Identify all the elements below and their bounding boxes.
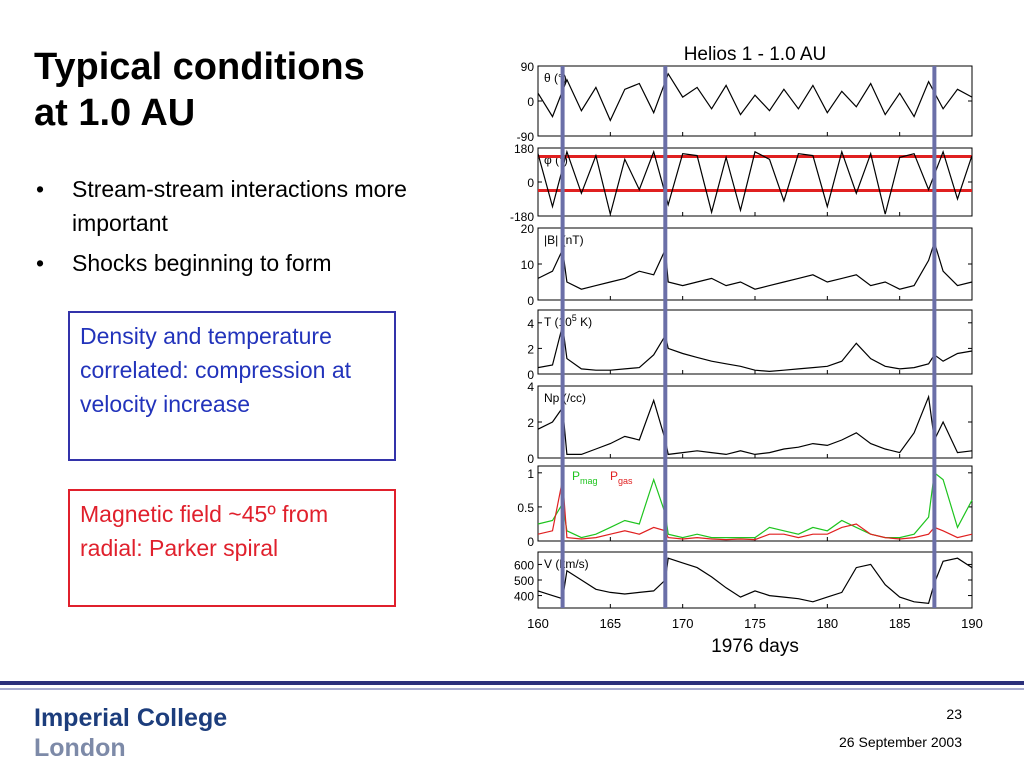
series-line-data bbox=[537, 72, 973, 122]
panel-frame bbox=[537, 385, 973, 459]
y-tick-label: 10 bbox=[521, 258, 535, 272]
series-line-pgas bbox=[537, 479, 973, 541]
y-tick-label: 0 bbox=[527, 452, 534, 466]
y-tick-label: 2 bbox=[527, 416, 534, 430]
y-tick-label: 600 bbox=[514, 558, 534, 572]
panel-label: T (105 K) bbox=[544, 313, 592, 329]
slide-title: Typical conditions at 1.0 AU bbox=[34, 44, 454, 136]
legend-entry: Pmag bbox=[572, 469, 598, 486]
footer-bar bbox=[0, 681, 1024, 685]
y-tick-label: 4 bbox=[527, 380, 534, 394]
panel-label: Np (/cc) bbox=[544, 391, 586, 405]
y-tick-label: 2 bbox=[527, 342, 534, 356]
y-tick-label: 400 bbox=[514, 590, 534, 604]
imperial-college-logo: Imperial College London bbox=[34, 703, 227, 763]
series-line-data bbox=[537, 394, 973, 456]
y-tick-label: 0.5 bbox=[517, 501, 534, 515]
panel-frame bbox=[537, 147, 973, 217]
footer-date: 26 September 2003 bbox=[839, 734, 962, 750]
y-tick-label: 0 bbox=[527, 176, 534, 190]
x-tick-label: 165 bbox=[599, 616, 621, 631]
logo-line-1: Imperial College bbox=[34, 704, 228, 732]
y-tick-label: 90 bbox=[521, 60, 535, 74]
bullet-list: • Stream-stream interactions more importa… bbox=[34, 172, 434, 286]
y-tick-label: -90 bbox=[517, 130, 535, 144]
panel-frame bbox=[537, 309, 973, 375]
y-tick-label: 500 bbox=[514, 574, 534, 588]
logo-line-2: London bbox=[34, 734, 126, 762]
y-tick-label: 0 bbox=[527, 294, 534, 308]
x-tick-label: 175 bbox=[744, 616, 766, 631]
chart-title: Helios 1 - 1.0 AU bbox=[684, 44, 827, 65]
legend-entry: Pgas bbox=[610, 469, 633, 486]
parker-spiral-note: Magnetic field ~45º from radial: Parker … bbox=[68, 489, 396, 607]
x-tick-label: 170 bbox=[672, 616, 694, 631]
bullet-text: Shocks beginning to form bbox=[72, 250, 332, 276]
y-tick-label: 0 bbox=[527, 368, 534, 382]
series-line-data bbox=[537, 240, 973, 290]
panel-label: V (km/s) bbox=[544, 557, 589, 571]
bullet-item: • Shocks beginning to form bbox=[36, 250, 332, 276]
x-tick-label: 190 bbox=[961, 616, 983, 631]
panel-frame bbox=[537, 465, 973, 542]
footer-bar-thin bbox=[0, 688, 1024, 690]
y-tick-label: -180 bbox=[510, 210, 534, 224]
y-tick-label: 0 bbox=[527, 535, 534, 549]
y-tick-label: 20 bbox=[521, 222, 535, 236]
series-line-data bbox=[537, 557, 973, 604]
y-tick-label: 4 bbox=[527, 317, 534, 331]
density-temperature-note: Density and temperature correlated: comp… bbox=[68, 311, 396, 461]
page-number: 23 bbox=[946, 706, 962, 722]
series-line-data bbox=[537, 149, 973, 215]
x-tick-label: 185 bbox=[889, 616, 911, 631]
series-line-pmag bbox=[537, 471, 973, 539]
title-line-1: Typical conditions bbox=[34, 46, 365, 88]
series-line-data bbox=[537, 325, 973, 373]
x-axis-label: 1976 days bbox=[711, 636, 799, 657]
title-line-2: at 1.0 AU bbox=[34, 92, 196, 134]
x-tick-label: 160 bbox=[527, 616, 549, 631]
bullet-item: • Stream-stream interactions more importa… bbox=[36, 176, 407, 236]
y-tick-label: 0 bbox=[527, 95, 534, 109]
x-tick-label: 180 bbox=[816, 616, 838, 631]
y-tick-label: 180 bbox=[514, 142, 534, 156]
y-tick-label: 1 bbox=[527, 467, 534, 481]
panel-frame bbox=[537, 65, 973, 137]
bullet-text: Stream-stream interactions more importan… bbox=[72, 176, 407, 236]
